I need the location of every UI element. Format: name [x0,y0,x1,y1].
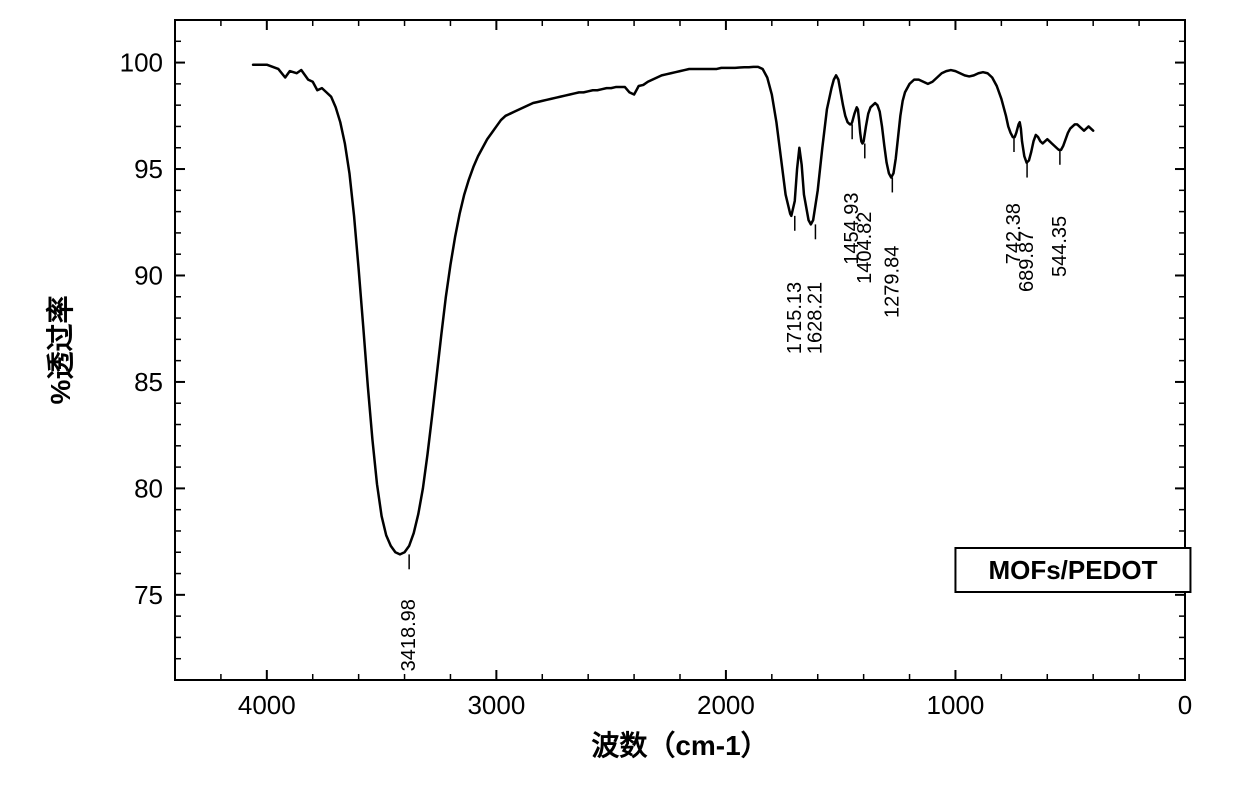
peak-label: 544.35 [1049,216,1071,277]
peak-label: 3418.98 [398,599,420,671]
x-tick-label: 0 [1178,690,1192,720]
peak-label: 1279.84 [881,246,903,318]
y-tick-label: 100 [120,48,163,78]
ir-spectrum-chart: 4000 3000 2000 1000 0 75 80 85 90 95 100 波数（cm-1） %透… [0,0,1240,797]
y-tick-label: 90 [134,260,163,290]
y-tick-label: 85 [134,367,163,397]
chart-svg: 4000 3000 2000 1000 0 75 80 85 90 95 100 波数（cm-1） %透… [0,0,1240,797]
y-tick-label: 95 [134,154,163,184]
peak-label: 1628.21 [804,282,826,354]
x-axis-label: 波数（cm-1） [591,729,768,761]
peak-label: 1715.13 [784,282,806,354]
x-tick-label: 2000 [697,690,755,720]
x-tick-label: 3000 [467,690,525,720]
y-tick-label: 80 [134,473,163,503]
spectrum-line [253,65,1093,555]
y-tick-label: 75 [134,580,163,610]
peak-label: 689.87 [1016,231,1038,292]
legend-text: MOFs/PEDOT [988,555,1157,585]
peak-label: 1404.82 [854,212,876,284]
y-axis-label: %透过率 [44,296,76,405]
x-tick-label: 1000 [927,690,985,720]
x-tick-label: 4000 [238,690,296,720]
